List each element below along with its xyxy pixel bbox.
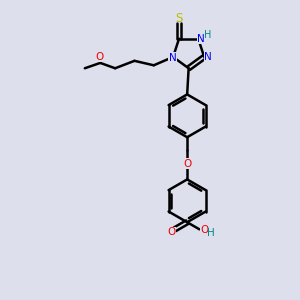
Text: O: O — [200, 225, 208, 235]
Text: O: O — [167, 227, 176, 237]
Text: N: N — [169, 52, 176, 63]
Text: H: H — [204, 30, 212, 40]
Text: N: N — [197, 34, 205, 44]
Text: S: S — [175, 12, 183, 25]
Text: H: H — [207, 228, 215, 238]
Text: N: N — [204, 52, 212, 62]
Text: O: O — [183, 159, 191, 169]
Text: O: O — [96, 52, 104, 62]
